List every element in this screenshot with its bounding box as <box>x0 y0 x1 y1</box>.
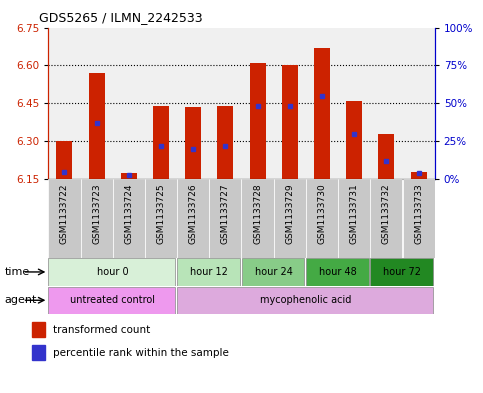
Bar <box>32 345 45 360</box>
Bar <box>185 107 201 179</box>
Text: hour 12: hour 12 <box>190 267 228 277</box>
Text: percentile rank within the sample: percentile rank within the sample <box>53 348 229 358</box>
Bar <box>145 179 177 258</box>
Bar <box>177 258 240 286</box>
Bar <box>217 106 233 179</box>
Bar <box>338 179 370 258</box>
Bar <box>81 179 113 258</box>
Bar <box>88 73 105 179</box>
Text: GSM1133730: GSM1133730 <box>317 183 327 244</box>
Text: hour 24: hour 24 <box>255 267 293 277</box>
Bar <box>209 179 242 258</box>
Bar <box>121 173 137 179</box>
Text: GSM1133729: GSM1133729 <box>285 183 294 244</box>
Text: GSM1133725: GSM1133725 <box>156 183 166 244</box>
Text: time: time <box>5 267 30 277</box>
Text: GSM1133724: GSM1133724 <box>124 183 133 244</box>
Bar <box>242 258 304 286</box>
Text: agent: agent <box>5 295 37 305</box>
Bar <box>306 258 369 286</box>
Bar <box>57 141 72 179</box>
Bar <box>411 172 426 179</box>
Text: GSM1133731: GSM1133731 <box>350 183 359 244</box>
Text: hour 48: hour 48 <box>319 267 357 277</box>
Text: transformed count: transformed count <box>53 325 150 335</box>
Bar <box>402 179 435 258</box>
Bar <box>48 258 175 286</box>
Text: GSM1133728: GSM1133728 <box>253 183 262 244</box>
Bar <box>242 179 274 258</box>
Bar <box>48 286 175 314</box>
Text: mycophenolic acid: mycophenolic acid <box>260 295 352 305</box>
Bar <box>153 106 169 179</box>
Text: GSM1133732: GSM1133732 <box>382 183 391 244</box>
Text: hour 0: hour 0 <box>97 267 128 277</box>
Bar <box>113 179 145 258</box>
Text: GDS5265 / ILMN_2242533: GDS5265 / ILMN_2242533 <box>39 11 202 24</box>
Bar <box>177 179 209 258</box>
Bar <box>346 101 362 179</box>
Text: GSM1133733: GSM1133733 <box>414 183 423 244</box>
Bar <box>282 66 298 179</box>
Text: GSM1133726: GSM1133726 <box>189 183 198 244</box>
Bar <box>177 286 433 314</box>
Bar <box>48 179 81 258</box>
Bar <box>370 258 433 286</box>
Text: hour 72: hour 72 <box>384 267 422 277</box>
Text: GSM1133723: GSM1133723 <box>92 183 101 244</box>
Bar <box>306 179 338 258</box>
Bar <box>274 179 306 258</box>
Bar <box>314 48 330 179</box>
Bar <box>250 63 266 179</box>
Bar <box>32 322 45 337</box>
Text: GSM1133722: GSM1133722 <box>60 183 69 244</box>
Text: GSM1133727: GSM1133727 <box>221 183 230 244</box>
Bar <box>370 179 402 258</box>
Text: untreated control: untreated control <box>70 295 155 305</box>
Bar <box>378 134 395 179</box>
